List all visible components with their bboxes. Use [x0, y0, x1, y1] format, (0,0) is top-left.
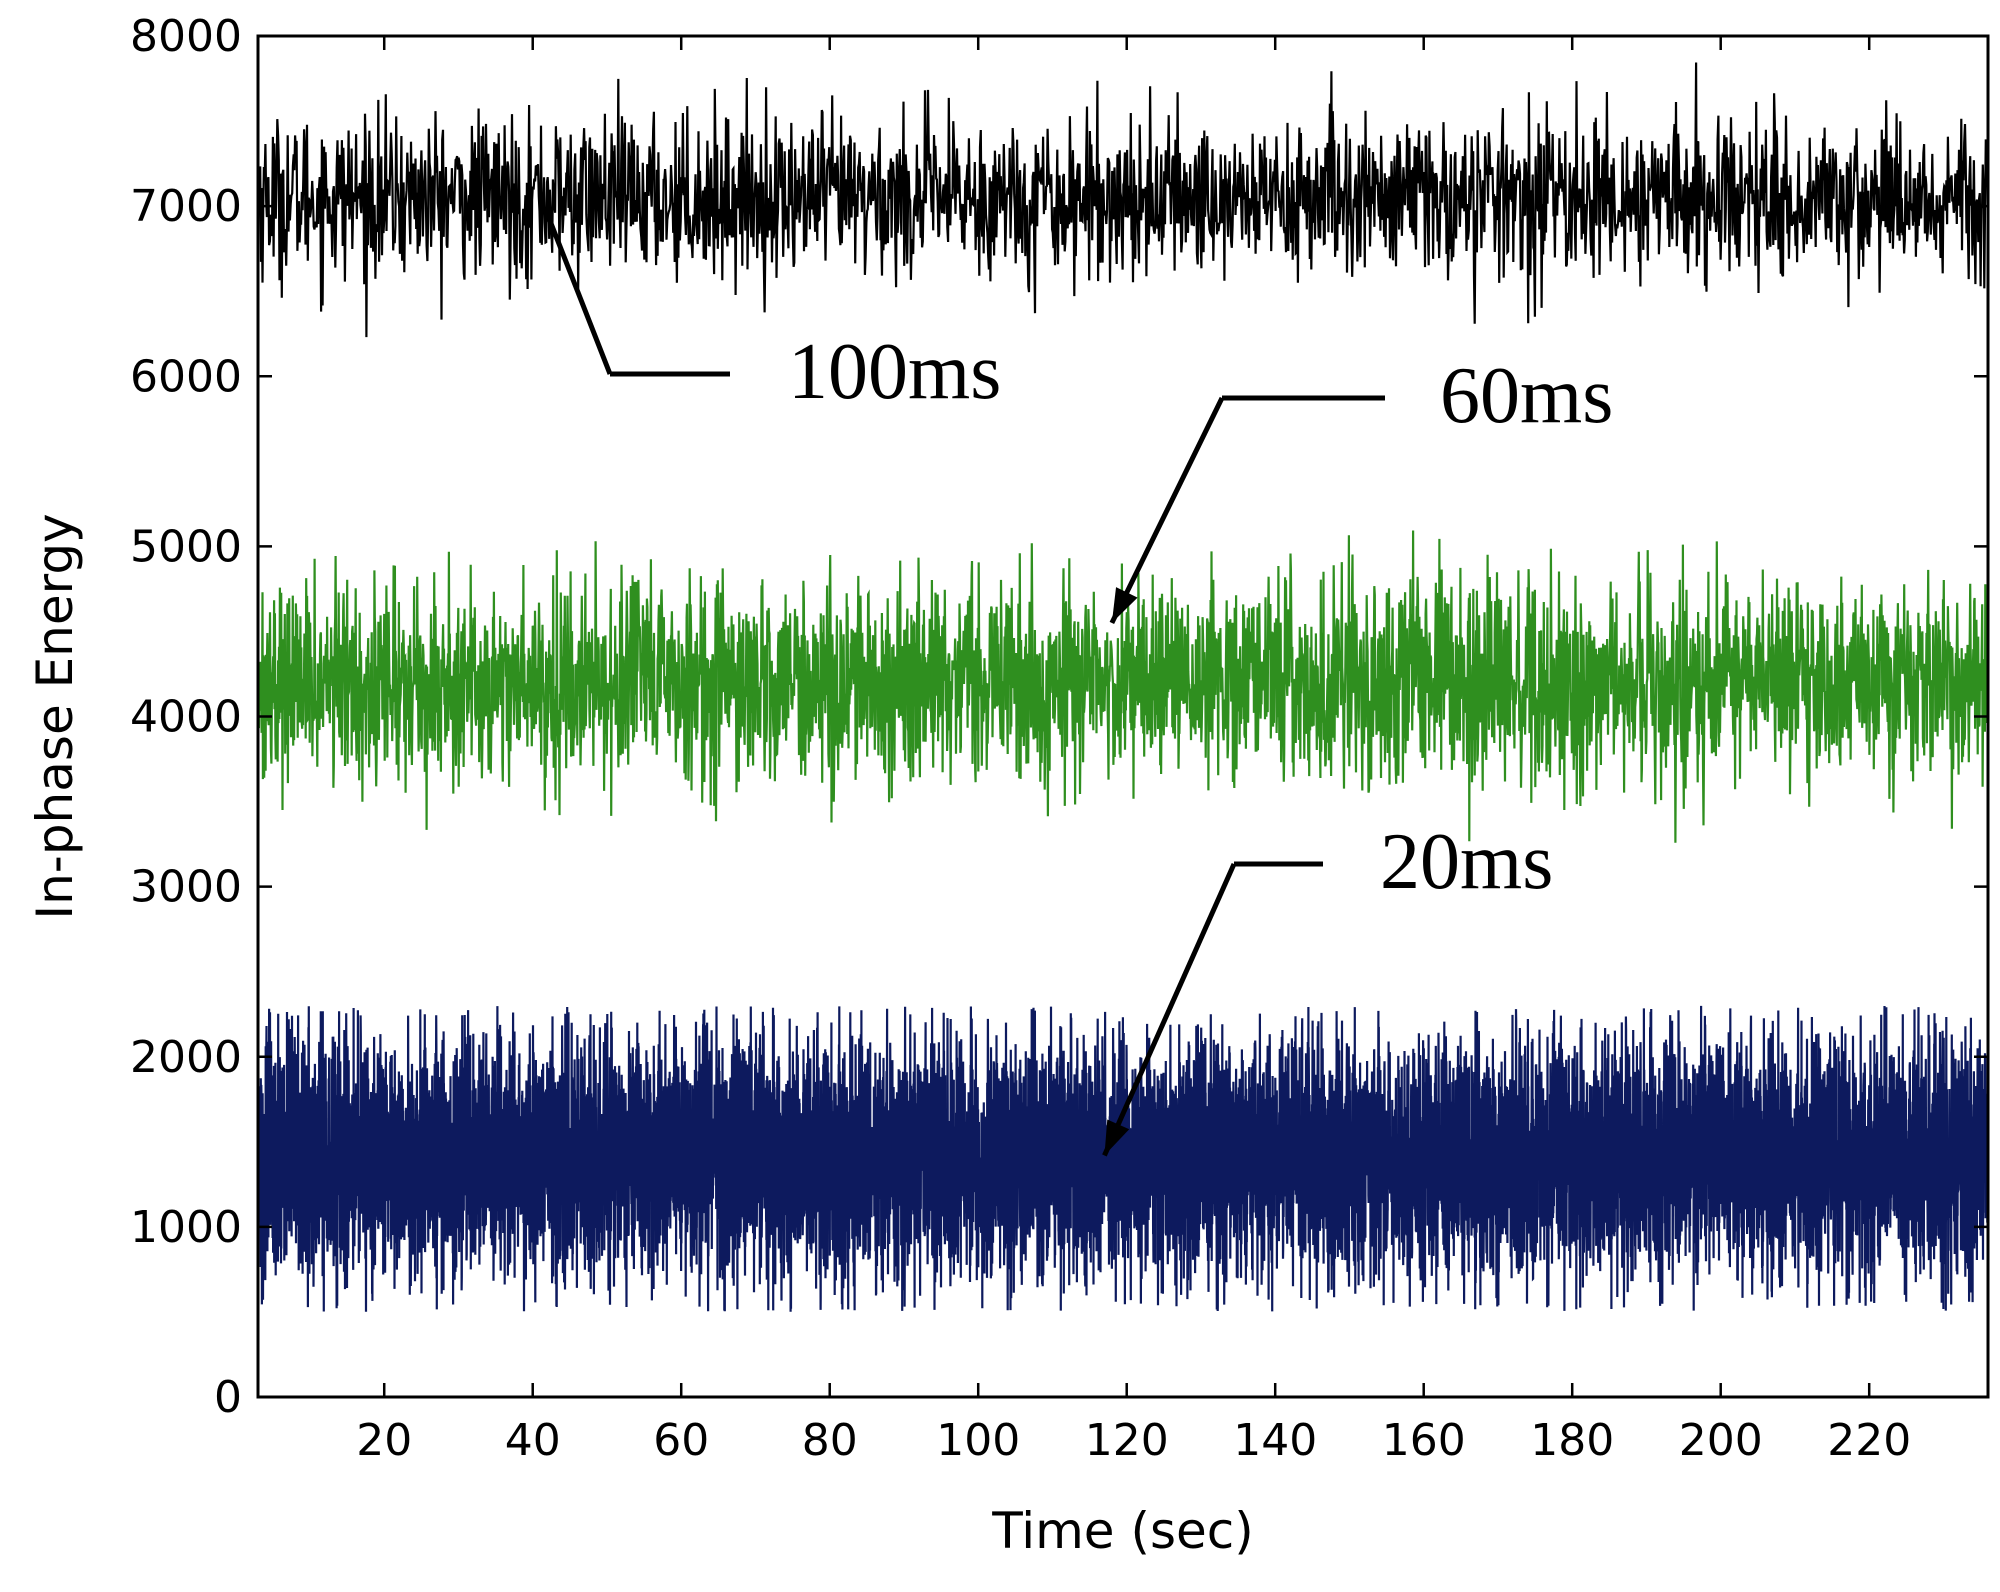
y-tick-label: 0 [214, 1372, 242, 1423]
annotation-label: 60ms [1440, 352, 1613, 440]
y-tick-label: 3000 [130, 862, 242, 913]
y-tick-label: 2000 [130, 1032, 242, 1083]
annotation-label: 100ms [788, 328, 1001, 416]
series-60ms [258, 530, 1988, 843]
annotation-20ms: 20ms [1102, 818, 1553, 1157]
y-tick-label: 4000 [130, 692, 242, 743]
y-tick-label: 1000 [130, 1202, 242, 1253]
x-tick-label: 200 [1679, 1415, 1763, 1466]
x-tick-label: 160 [1382, 1415, 1466, 1466]
x-tick-label: 180 [1530, 1415, 1614, 1466]
series-20ms [258, 1005, 1988, 1312]
y-tick-label: 8000 [130, 11, 242, 62]
x-tick-label: 80 [802, 1415, 858, 1466]
annotation-layer: 100ms 60ms 20ms [545, 213, 1613, 1157]
x-tick-label: 100 [936, 1415, 1020, 1466]
series-100ms [258, 62, 1988, 338]
y-axis-title: In-phase Energy [26, 513, 84, 919]
arrowhead [1111, 587, 1138, 623]
x-tick-label: 60 [653, 1415, 709, 1466]
leader-diagonal [1102, 862, 1237, 1157]
annotation-100ms: 100ms [545, 213, 1001, 416]
ticks-layer: 20 40 60 80 100 120 140 160 180 200 220 0 1000 2000 30… [130, 11, 1988, 1466]
leader-diagonal [545, 213, 613, 375]
annotation-60ms: 60ms [1109, 352, 1613, 625]
x-tick-label: 20 [356, 1415, 412, 1466]
x-tick-label: 120 [1085, 1415, 1169, 1466]
y-tick-label: 5000 [130, 521, 242, 572]
x-tick-label: 140 [1233, 1415, 1317, 1466]
leader-diagonal [1109, 396, 1225, 625]
annotation-label: 20ms [1380, 818, 1553, 906]
x-axis-title: Time (sec) [991, 1502, 1254, 1560]
y-tick-label: 6000 [130, 351, 242, 402]
series-layer [258, 62, 1988, 1312]
y-tick-label: 7000 [130, 181, 242, 232]
x-tick-label: 40 [505, 1415, 561, 1466]
arrowhead [1104, 1119, 1130, 1156]
x-tick-label: 220 [1827, 1415, 1911, 1466]
